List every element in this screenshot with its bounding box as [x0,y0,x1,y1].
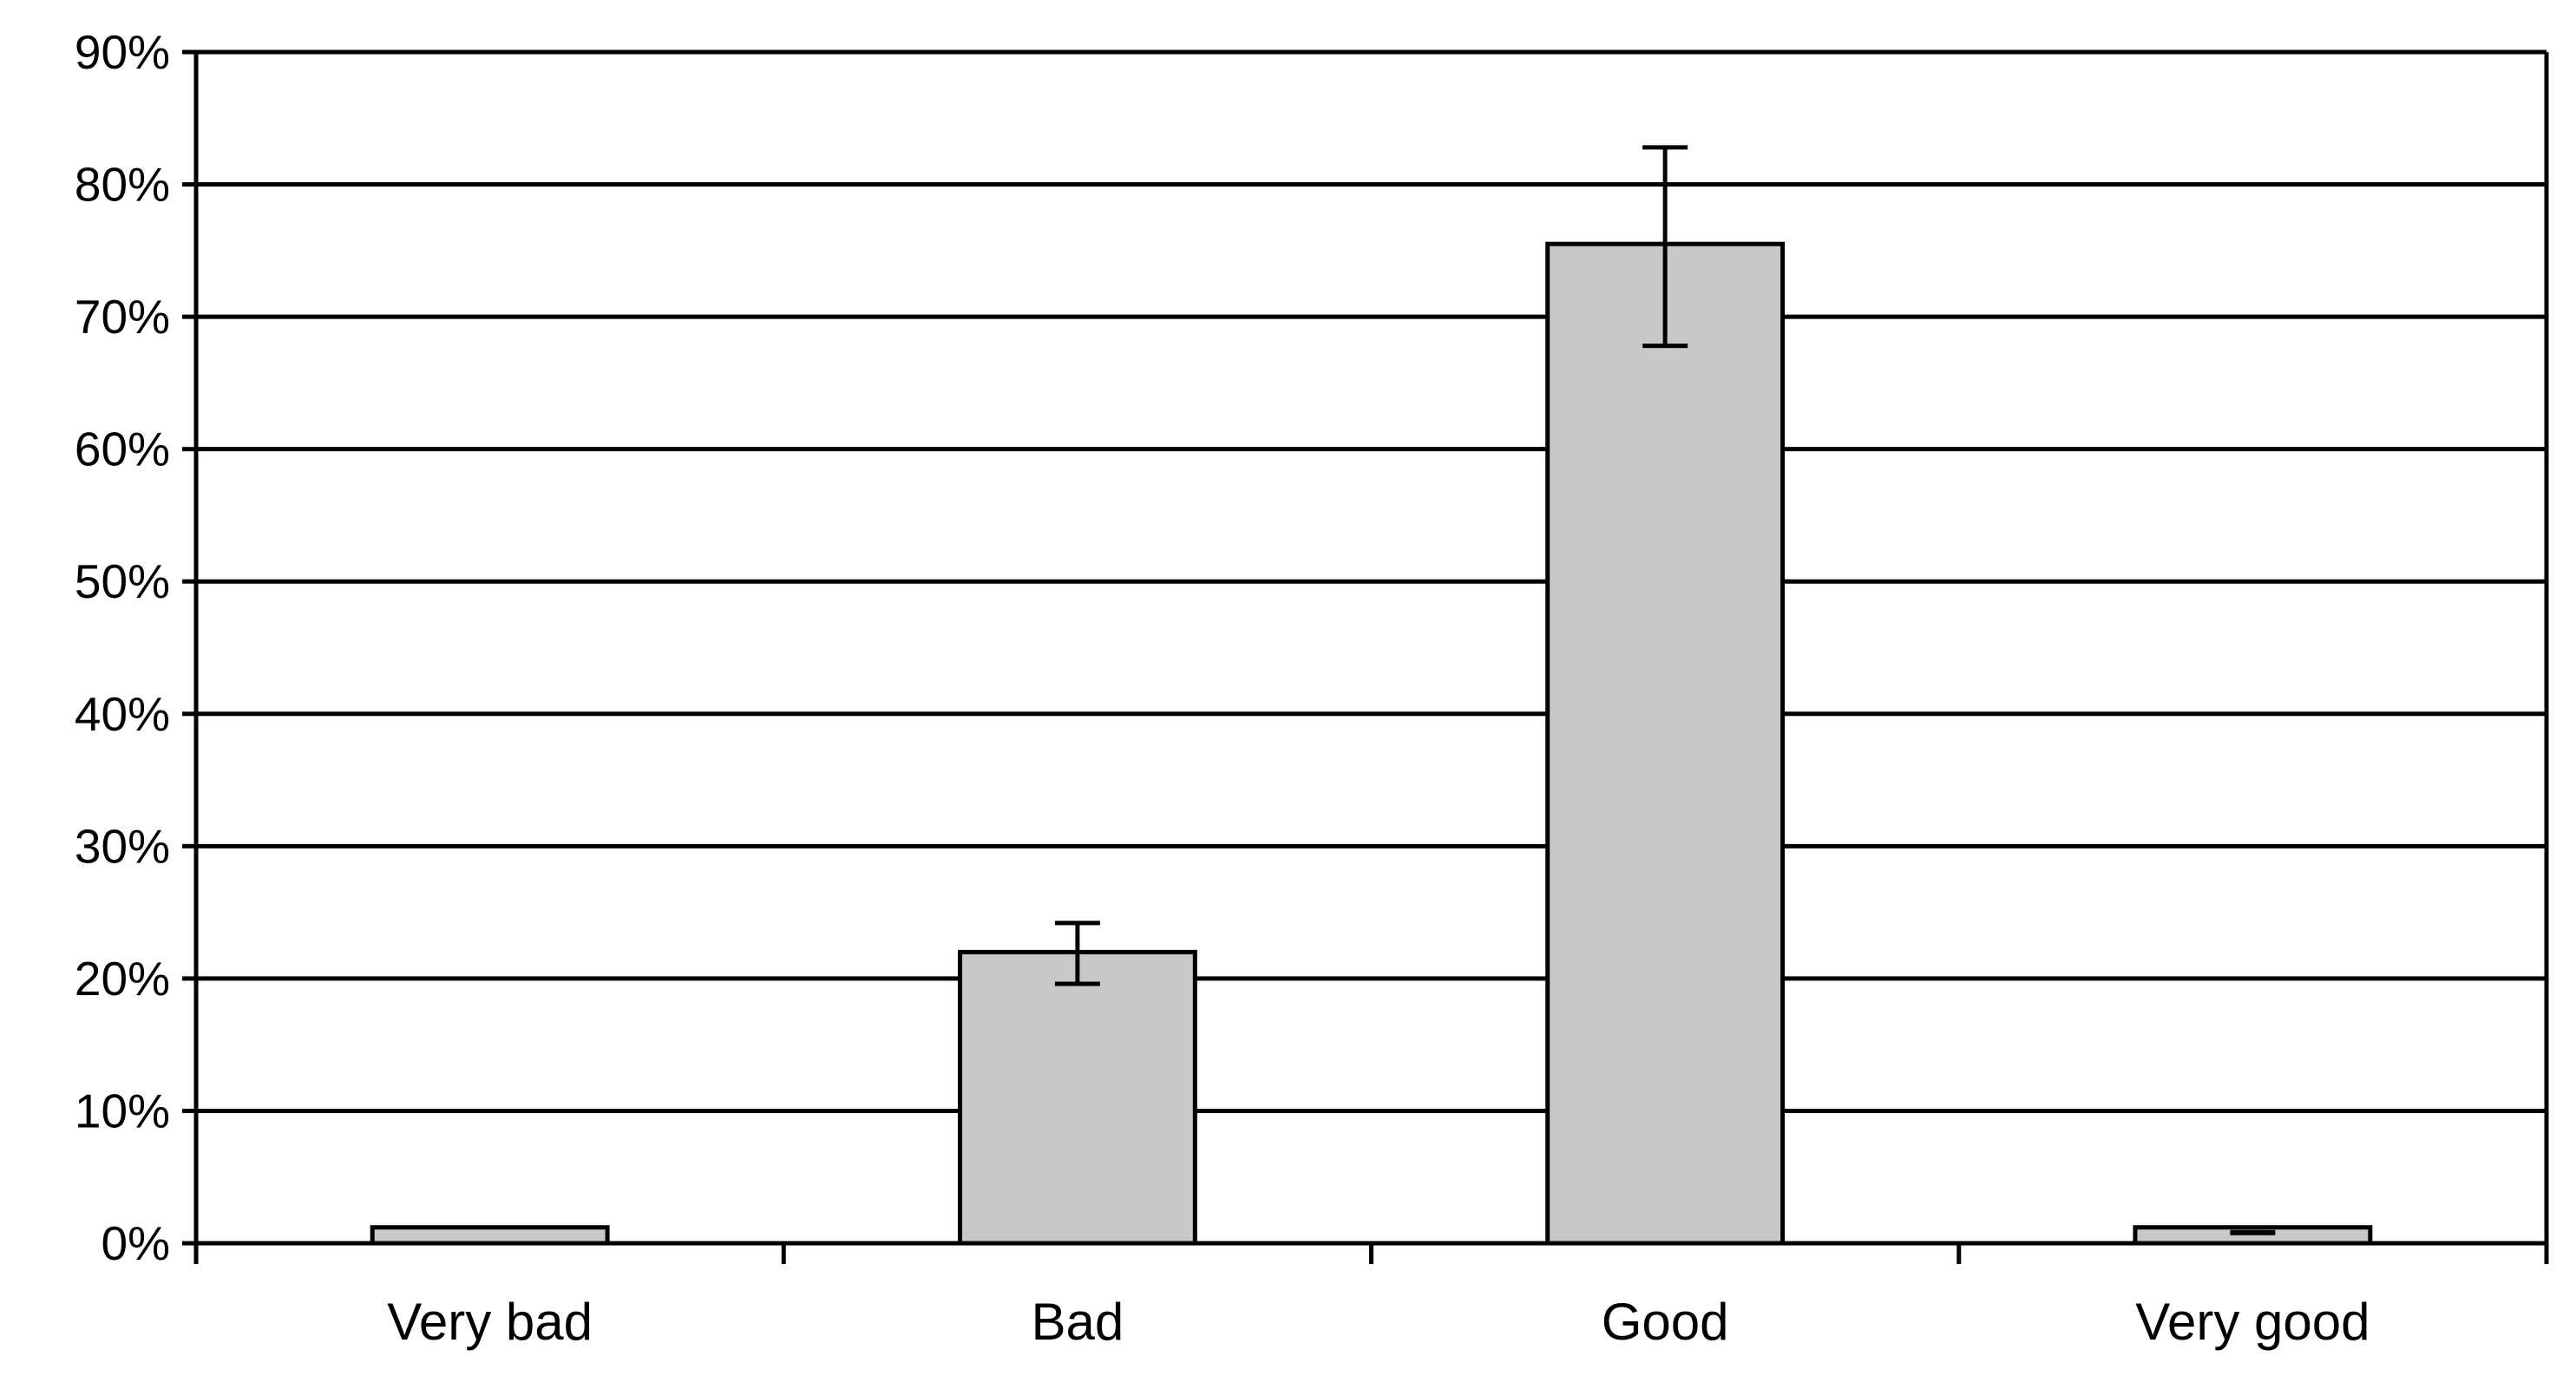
y-axis-tick-label: 0% [102,1216,171,1270]
bar-bad [957,949,1197,1246]
error-bars [1054,145,2276,1235]
bars [370,241,2373,1246]
y-axis-tick-label: 90% [75,25,170,79]
x-axis-category-label: Very good [2135,1293,2370,1351]
y-axis-tick-label: 50% [75,554,170,608]
x-axis-category-label: Very bad [387,1293,593,1351]
x-axis-category-label: Good [1602,1293,1729,1351]
grid-lines [196,49,2547,1246]
y-axis-tick-label: 40% [75,687,170,741]
y-axis-tick-labels: 0% 10% 20% 30% 40% 50% 60% 70% 80% 90% [75,25,170,1270]
y-axis-tick-label: 10% [75,1084,170,1137]
bar-good [1545,241,1786,1246]
axes [182,49,2549,1264]
y-axis-tick-label: 20% [75,952,170,1006]
y-axis-tick-label: 30% [75,819,170,873]
x-axis-category-labels: Very bad Bad Good Very good [387,1293,2370,1351]
y-axis-tick-label: 80% [75,158,170,212]
y-axis-tick-label: 60% [75,423,170,476]
y-axis-tick-label: 70% [75,290,170,344]
bar-very-good [2133,1225,2373,1246]
x-axis-category-label: Bad [1031,1293,1124,1351]
bar-very-bad [370,1225,610,1246]
